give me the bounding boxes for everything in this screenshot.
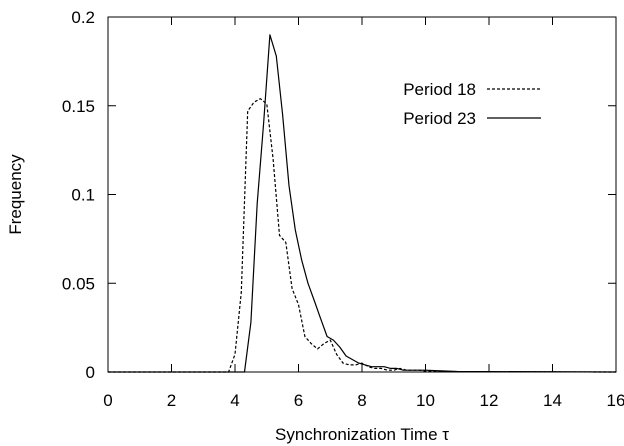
x-tick-label: 4 [230,391,239,410]
x-tick-label: 14 [543,391,562,410]
x-tick-label: 6 [294,391,303,410]
plot-frame [107,16,617,373]
series-line-period-23 [108,34,617,373]
legend-label: Period 18 [403,80,476,99]
legend: Period 18 Period 23 [403,80,541,128]
series-layer [108,34,617,373]
y-tick-label: 0.15 [62,97,95,116]
legend-label: Period 23 [403,109,476,128]
x-axis-label: Synchronization Time τ [275,425,449,444]
y-tick-label: 0.1 [71,186,95,205]
series-line-period-18 [108,98,617,373]
y-tick-label: 0.05 [62,274,95,293]
tick-layer: 0 2 4 6 8 10 12 14 16 0 0.05 0.1 0.15 0.2 [62,8,624,410]
y-axis-label: Frequency [6,154,25,235]
y-tick-label: 0 [86,363,95,382]
y-tick-label: 0.2 [71,8,95,27]
x-tick-label: 16 [607,391,624,410]
x-tick-label: 2 [167,391,176,410]
x-tick-label: 0 [103,391,112,410]
x-tick-label: 10 [416,391,435,410]
x-tick-label: 12 [480,391,499,410]
x-tick-label: 8 [357,391,366,410]
